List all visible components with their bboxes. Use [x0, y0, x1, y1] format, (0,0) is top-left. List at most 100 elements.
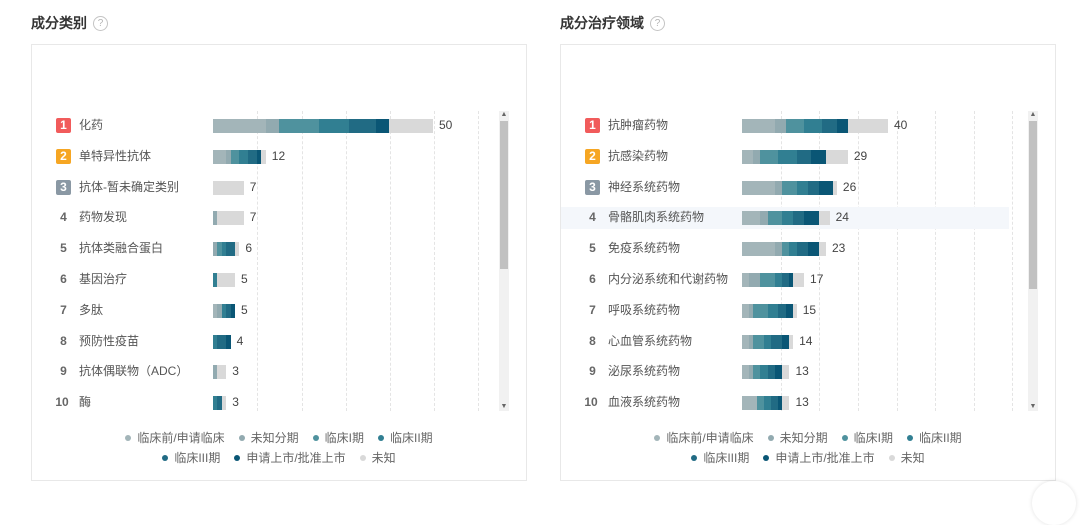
bar-segment[interactable]: [213, 149, 227, 164]
legend-item[interactable]: 申请上市/批准上市: [763, 449, 875, 466]
bar-segment[interactable]: [213, 334, 218, 349]
bar-segment[interactable]: [760, 365, 768, 380]
bar-segment[interactable]: [793, 211, 805, 226]
bar-segment[interactable]: [217, 211, 244, 226]
stacked-bar[interactable]: [742, 119, 888, 133]
bar-segment[interactable]: [265, 119, 279, 133]
bar-segment[interactable]: [213, 242, 218, 257]
bar-segment[interactable]: [771, 396, 779, 411]
bar-segment[interactable]: [789, 242, 797, 257]
legend-item[interactable]: 临床II期: [907, 429, 962, 446]
chart-row[interactable]: 7 呼吸系统药物 15: [561, 300, 1009, 322]
legend-item[interactable]: 未知: [888, 449, 925, 466]
stacked-bar[interactable]: [742, 273, 804, 287]
chart-row[interactable]: 1 抗肿瘤药物 40: [561, 115, 1009, 137]
stacked-bar[interactable]: [742, 149, 848, 164]
bar-segment[interactable]: [782, 273, 790, 287]
bar-segment[interactable]: [742, 180, 775, 195]
bar-segment[interactable]: [217, 303, 222, 318]
bar-segment[interactable]: [782, 242, 790, 257]
stacked-bar[interactable]: [742, 303, 797, 318]
stacked-bar[interactable]: [742, 365, 790, 380]
legend-item[interactable]: 未知分期: [767, 429, 828, 446]
bar-segment[interactable]: [782, 396, 790, 411]
bar-segment[interactable]: [767, 211, 783, 226]
bar-segment[interactable]: [778, 396, 783, 411]
bar-segment[interactable]: [785, 119, 805, 133]
scroll-up-arrow-icon[interactable]: ▲: [1029, 111, 1037, 118]
bar-segment[interactable]: [782, 211, 794, 226]
bar-segment[interactable]: [774, 180, 783, 195]
scroll-down-arrow-icon[interactable]: ▼: [1029, 403, 1037, 410]
bar-segment[interactable]: [752, 149, 761, 164]
bar-segment[interactable]: [221, 242, 227, 257]
chart-row[interactable]: 10 血液系统药物 13: [561, 392, 1009, 414]
legend-item[interactable]: 未知分期: [238, 429, 299, 446]
bar-segment[interactable]: [742, 119, 775, 133]
bar-segment[interactable]: [818, 242, 826, 257]
bar-segment[interactable]: [774, 119, 786, 133]
stacked-bar[interactable]: [742, 180, 837, 195]
legend-item[interactable]: 临床III期: [691, 449, 749, 466]
bar-segment[interactable]: [796, 149, 812, 164]
stacked-bar[interactable]: [213, 180, 244, 195]
stacked-bar[interactable]: [213, 365, 227, 380]
stacked-bar[interactable]: [213, 273, 235, 287]
bar-segment[interactable]: [226, 149, 231, 164]
bar-segment[interactable]: [778, 149, 797, 164]
bar-segment[interactable]: [778, 303, 786, 318]
scrollbar[interactable]: ▲ ▼: [1028, 111, 1038, 411]
bar-segment[interactable]: [767, 303, 779, 318]
bar-segment[interactable]: [785, 303, 794, 318]
bar-segment[interactable]: [213, 211, 218, 226]
bar-segment[interactable]: [752, 303, 768, 318]
bar-segment[interactable]: [742, 303, 750, 318]
bar-segment[interactable]: [760, 149, 779, 164]
chart-row[interactable]: 5 免疫系统药物 23: [561, 238, 1009, 260]
bar-segment[interactable]: [793, 303, 797, 318]
bar-segment[interactable]: [742, 273, 750, 287]
bar-segment[interactable]: [239, 149, 249, 164]
chart-row[interactable]: 8 预防性疫苗 4: [32, 331, 512, 353]
bar-segment[interactable]: [804, 211, 819, 226]
bar-segment[interactable]: [796, 180, 808, 195]
bar-segment[interactable]: [749, 303, 753, 318]
scroll-down-arrow-icon[interactable]: ▼: [500, 403, 508, 410]
scrollbar[interactable]: ▲ ▼: [499, 111, 509, 411]
stacked-bar[interactable]: [213, 242, 240, 257]
chart-row[interactable]: 5 抗体类融合蛋白 6: [32, 238, 512, 260]
bar-segment[interactable]: [818, 180, 834, 195]
bar-segment[interactable]: [349, 119, 376, 133]
chart-row[interactable]: 4 药物发现 7: [32, 207, 512, 229]
chart-row[interactable]: 6 基因治疗 5: [32, 269, 512, 291]
stacked-bar[interactable]: [213, 334, 231, 349]
bar-segment[interactable]: [847, 119, 888, 133]
bar-segment[interactable]: [217, 334, 227, 349]
bar-segment[interactable]: [226, 334, 231, 349]
bar-segment[interactable]: [763, 334, 772, 349]
bar-segment[interactable]: [217, 396, 222, 411]
chart-row[interactable]: 4 骨骼肌肉系统药物 24: [561, 207, 1009, 230]
bar-segment[interactable]: [752, 365, 761, 380]
legend-item[interactable]: 临床前/申请临床: [125, 429, 225, 446]
chart-row[interactable]: 9 泌尿系统药物 13: [561, 361, 1009, 383]
bar-segment[interactable]: [774, 242, 783, 257]
legend-item[interactable]: 临床I期: [312, 429, 364, 446]
bar-segment[interactable]: [789, 334, 794, 349]
bar-segment[interactable]: [752, 334, 764, 349]
chart-row[interactable]: 2 抗感染药物 29: [561, 146, 1009, 168]
bar-segment[interactable]: [230, 149, 240, 164]
bar-segment[interactable]: [807, 242, 819, 257]
chart-row[interactable]: 3 神经系统药物 26: [561, 177, 1009, 199]
bar-segment[interactable]: [767, 365, 775, 380]
chart-row[interactable]: 8 心血管系统药物 14: [561, 331, 1009, 353]
stacked-bar[interactable]: [213, 119, 433, 133]
chart-row[interactable]: 7 多肽 5: [32, 300, 512, 322]
bar-segment[interactable]: [771, 334, 783, 349]
stacked-bar[interactable]: [213, 211, 244, 226]
question-circle-icon[interactable]: ?: [650, 15, 665, 31]
bar-segment[interactable]: [742, 396, 757, 411]
bar-segment[interactable]: [213, 119, 266, 133]
bar-segment[interactable]: [774, 365, 783, 380]
chart-row[interactable]: 9 抗体偶联物（ADC） 3: [32, 361, 512, 383]
